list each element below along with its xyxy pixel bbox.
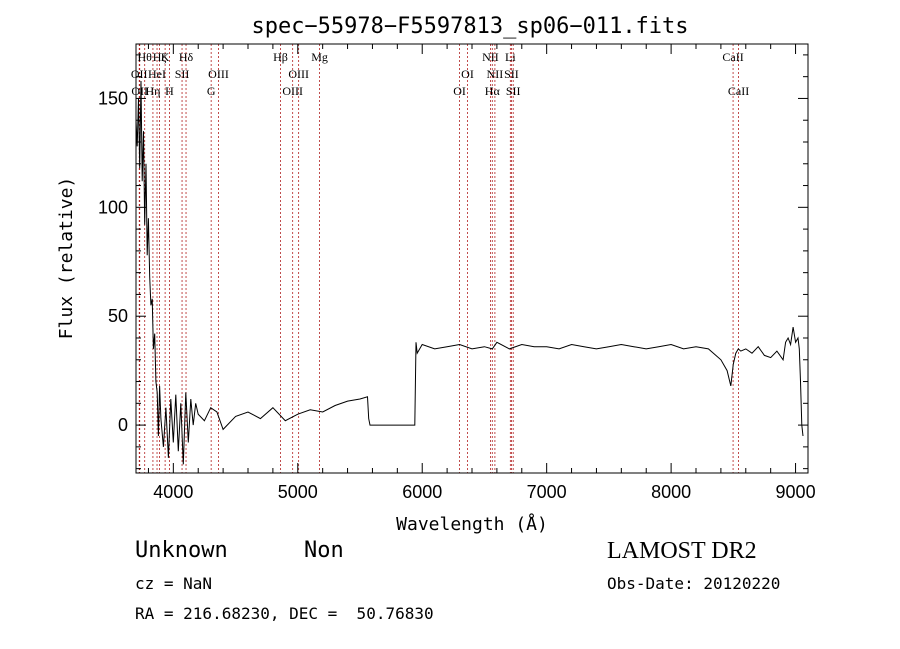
spectrum-line <box>135 80 804 465</box>
subclass-label: Non <box>304 538 344 563</box>
line-marker-labels: OIIOIIHθHηHeIHζKHSIIHδGOIIIHβOIIIOIIIMgO… <box>131 50 749 98</box>
line-marker-label: OI <box>461 67 474 81</box>
plot-frame <box>135 43 809 474</box>
line-marker-label: CaII <box>728 84 749 98</box>
x-tick-label: 4000 <box>153 482 193 502</box>
x-tick-label: 9000 <box>776 482 816 502</box>
cz-label: cz = NaN <box>135 574 213 593</box>
line-marker-label: SII <box>175 67 190 81</box>
line-marker-label: HeI <box>148 67 166 81</box>
line-marker-label: OIII <box>282 84 303 98</box>
class-label: Unknown <box>135 538 228 563</box>
radec-label: RA = 216.68230, DEC = 50.76830 <box>135 604 434 623</box>
line-marker-label: OIII <box>208 67 229 81</box>
line-marker-label: K <box>161 50 170 64</box>
line-marker-label: OII <box>131 67 148 81</box>
line-marker-label: Hα <box>485 84 501 98</box>
y-tick-label: 100 <box>98 197 128 217</box>
line-marker-label: G <box>207 84 216 98</box>
x-axis-ticks: 4000 5000 6000 7000 8000 9000 <box>147 44 816 502</box>
line-marker-label: Li <box>505 50 516 64</box>
line-marker-label: Hζ <box>153 50 167 64</box>
obs-date-label: Obs-Date: 20120220 <box>607 574 781 593</box>
line-marker-label: Hη <box>145 84 160 98</box>
x-tick-label: 5000 <box>278 482 318 502</box>
x-tick-label: 6000 <box>402 482 442 502</box>
line-marker-label: SII <box>506 84 521 98</box>
line-marker-label: OI <box>453 84 466 98</box>
x-axis-label: Wavelength (Å) <box>396 513 548 535</box>
chart-title: spec−55978−F5597813_sp06−011.fits <box>251 14 688 39</box>
x-tick-label: 7000 <box>527 482 567 502</box>
line-marker-label: Hθ <box>138 50 153 64</box>
y-axis-label: Flux (relative) <box>56 177 77 340</box>
line-marker-label: CaII <box>722 50 743 64</box>
y-tick-label: 150 <box>98 88 128 108</box>
survey-label: LAMOST DR2 <box>607 538 757 564</box>
line-markers <box>138 44 739 473</box>
x-tick-label: 8000 <box>651 482 691 502</box>
line-marker-label: Hβ <box>273 50 288 64</box>
line-marker-label: SII <box>504 67 519 81</box>
y-axis-ticks: 0 50 100 150 <box>98 54 808 470</box>
line-marker-label: NII <box>482 50 499 64</box>
y-tick-label: 0 <box>118 415 128 435</box>
line-marker-label: OIII <box>288 67 309 81</box>
y-tick-label: 50 <box>108 306 128 326</box>
line-marker-label: H <box>165 84 174 98</box>
line-marker-label: NII <box>487 67 504 81</box>
line-marker-label: Mg <box>311 50 328 64</box>
line-marker-label: Hδ <box>179 50 194 64</box>
